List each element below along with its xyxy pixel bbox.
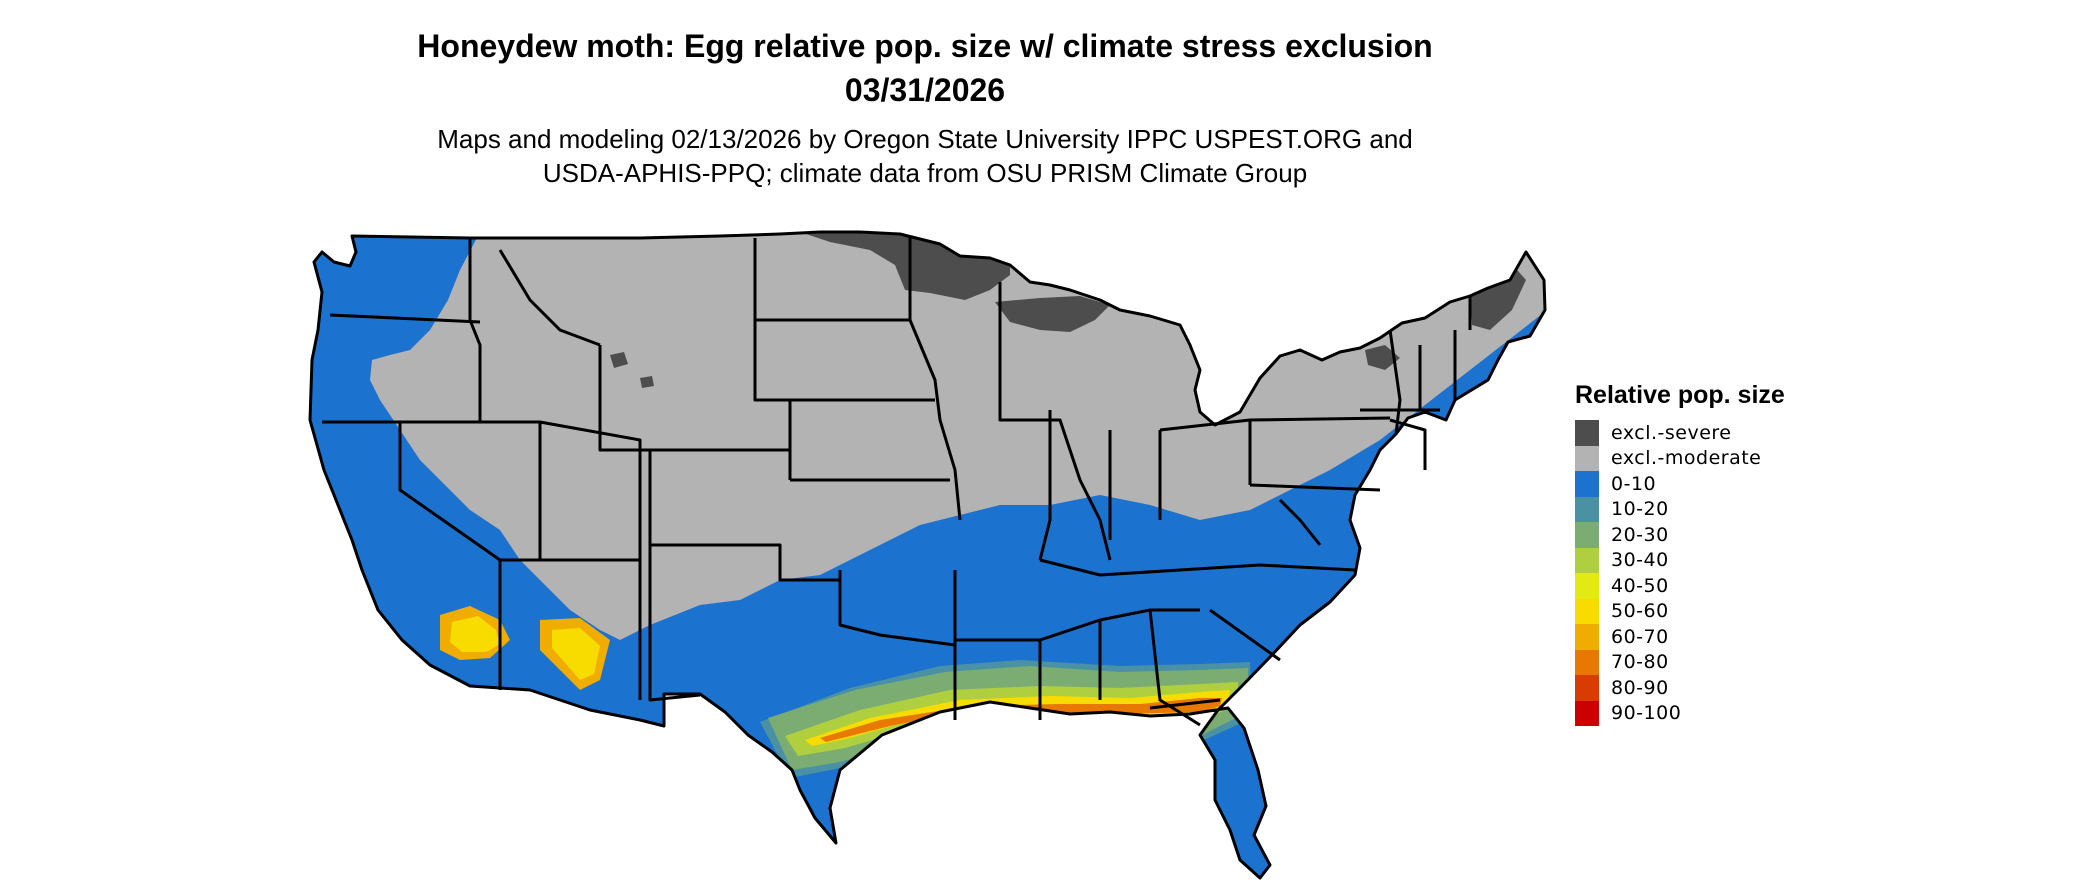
legend-item: 70-80 [1575,649,1785,675]
legend-item: 50-60 [1575,598,1785,624]
legend-swatch [1575,471,1599,497]
legend-label: 0-10 [1611,472,1657,495]
exclusion-severe-new-york [1365,345,1400,370]
exclusion-severe-upper-michigan [995,296,1110,332]
legend-swatch [1575,649,1599,675]
title-line-1: Honeydew moth: Egg relative pop. size w/… [417,28,1433,64]
legend-swatch [1575,445,1599,471]
legend-item: 90-100 [1575,700,1785,726]
legend-label: 40-50 [1611,574,1669,597]
subtitle-line-2: USDA-APHIS-PPQ; climate data from OSU PR… [542,158,1308,188]
legend-swatch [1575,598,1599,624]
legend-item: 60-70 [1575,624,1785,650]
legend-label: 30-40 [1611,549,1669,572]
legend: Relative pop. size excl.-severe excl.-mod… [1575,380,1785,726]
legend-swatch [1575,496,1599,522]
legend-label: 80-90 [1611,676,1669,699]
gradient-region-southwest-inner [450,616,600,680]
legend-item: 80-90 [1575,675,1785,701]
legend-item: excl.-moderate [1575,445,1785,471]
legend-swatch [1575,624,1599,650]
legend-label: 50-60 [1611,600,1669,623]
gradient-band-70-80 [820,698,1222,742]
legend-item: 0-10 [1575,471,1785,497]
title-line-2: 03/31/2026 [844,72,1006,108]
legend-label: 70-80 [1611,651,1669,674]
legend-swatch [1575,522,1599,548]
legend-label: 20-30 [1611,523,1669,546]
legend-item: 40-50 [1575,573,1785,599]
legend-label: excl.-moderate [1611,447,1762,470]
legend-swatch [1575,700,1599,726]
legend-swatch [1575,675,1599,701]
exclusion-severe-wyoming-spots [610,352,654,388]
legend-swatch [1575,573,1599,599]
legend-label: 90-100 [1611,702,1682,725]
legend-label: 60-70 [1611,625,1669,648]
subtitle-line-1: Maps and modeling 02/13/2026 by Oregon S… [437,124,1413,154]
legend-item: 20-30 [1575,522,1785,548]
legend-label: 10-20 [1611,498,1669,521]
legend-item: 10-20 [1575,496,1785,522]
map-subtitle: Maps and modeling 02/13/2026 by Oregon S… [0,122,1850,190]
legend-swatch [1575,420,1599,446]
legend-item: excl.-severe [1575,420,1785,446]
legend-items: excl.-severe excl.-moderate 0-10 10-20 20-30… [1575,420,1785,726]
legend-title: Relative pop. size [1575,381,1785,409]
state-boundaries [308,230,1547,880]
map-title: Honeydew moth: Egg relative pop. size w/… [0,24,1850,112]
legend-label: excl.-severe [1611,421,1732,444]
legend-swatch [1575,547,1599,573]
legend-item: 30-40 [1575,547,1785,573]
